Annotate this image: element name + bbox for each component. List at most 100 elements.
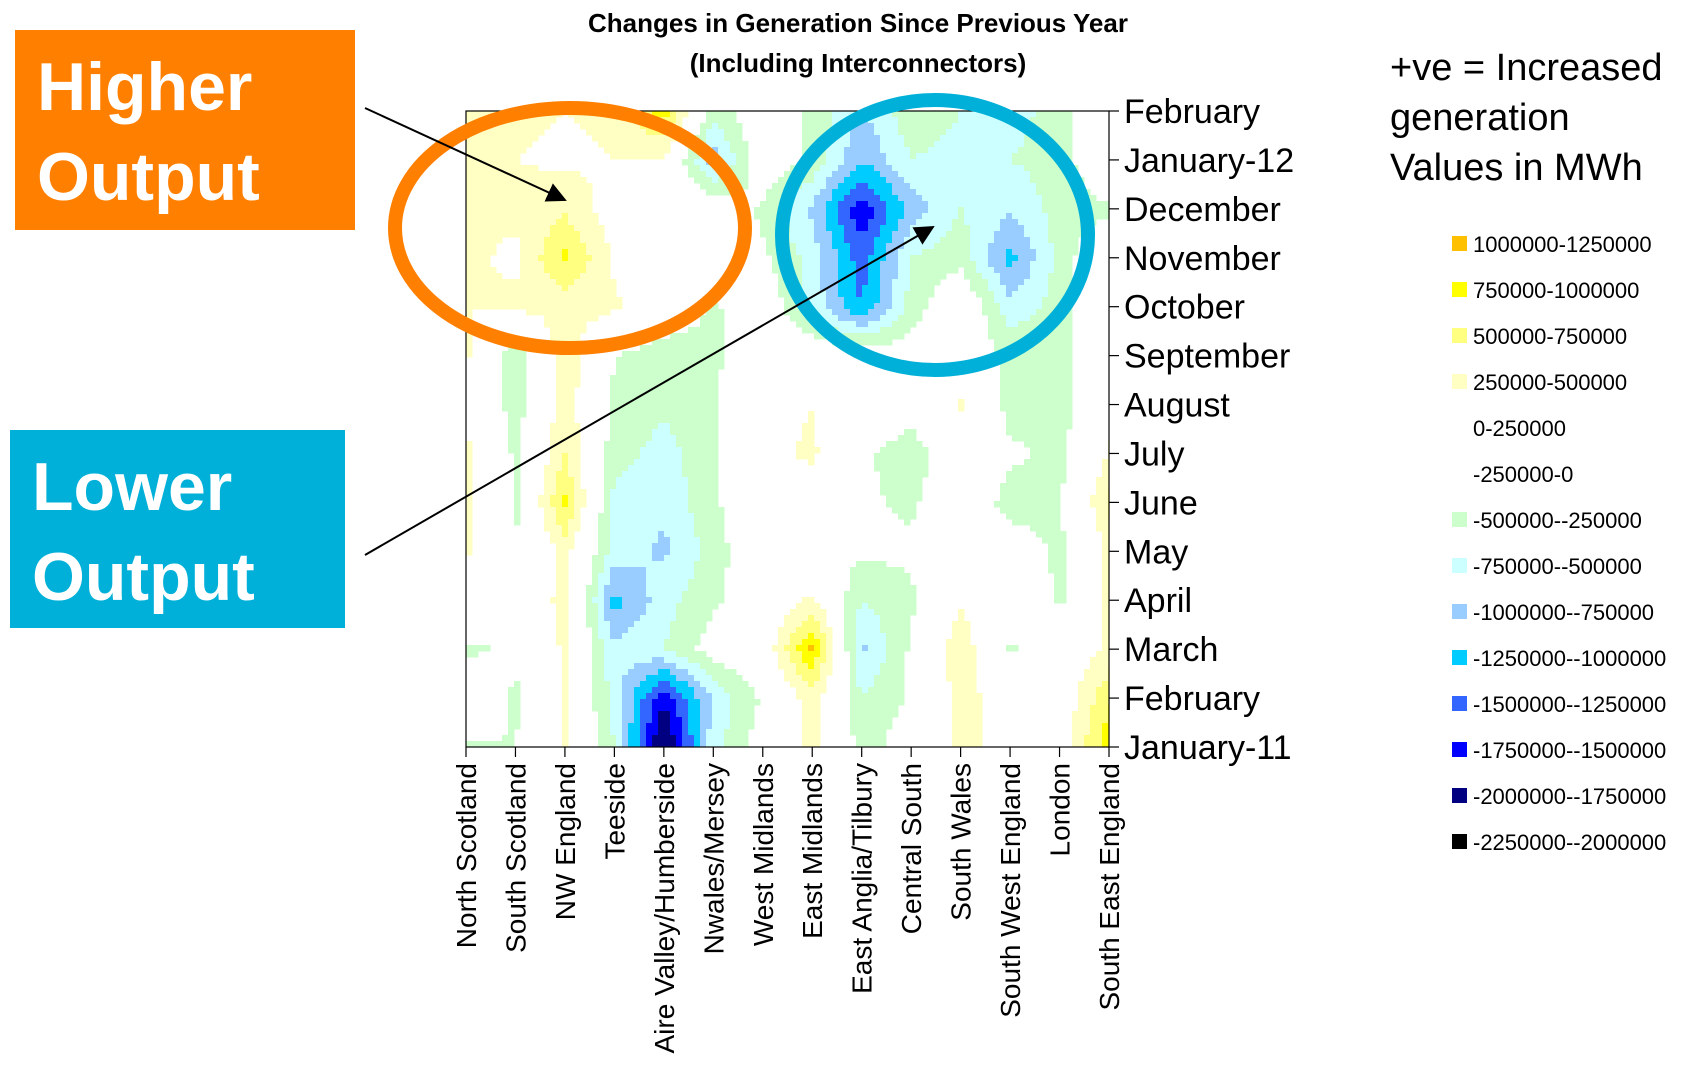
contour-cell [682,399,689,406]
contour-cell [976,735,983,742]
contour-cell [934,159,941,166]
contour-cell [886,603,893,610]
contour-cell [862,699,869,706]
contour-cell [670,489,677,496]
contour-cell [868,711,875,718]
contour-cell [640,699,647,706]
contour-cell [958,261,965,268]
contour-cell [670,483,677,490]
contour-cell [880,255,887,262]
contour-cell [502,357,509,364]
contour-cell [826,249,833,256]
contour-cell [970,285,977,292]
contour-cell [622,687,629,694]
contour-cell [664,507,671,514]
contour-cell [634,717,641,724]
contour-cell [676,537,683,544]
contour-cell [544,273,551,280]
contour-cell [556,429,563,436]
contour-cell [670,369,677,376]
contour-cell [670,633,677,640]
contour-cell [640,531,647,538]
contour-cell [532,117,539,124]
contour-cell [580,123,587,130]
contour-cell [664,591,671,598]
contour-cell [886,669,893,676]
contour-cell [628,549,635,556]
contour-cell [874,123,881,130]
contour-cell [808,441,815,448]
contour-cell [1030,285,1037,292]
contour-cell [868,117,875,124]
contour-cell [1018,243,1025,250]
contour-cell [976,159,983,166]
contour-cell [886,111,893,118]
contour-cell [472,201,479,208]
contour-cell [826,189,833,196]
contour-cell [514,501,521,508]
contour-cell [718,153,725,160]
contour-cell [670,405,677,412]
contour-cell [820,189,827,196]
contour-cell [622,537,629,544]
contour-cell [1024,513,1031,520]
contour-cell [814,645,821,652]
contour-cell [850,285,857,292]
contour-cell [490,279,497,286]
contour-cell [658,567,665,574]
contour-cell [862,135,869,142]
contour-cell [922,267,929,274]
contour-cell [640,483,647,490]
contour-cell [958,735,965,742]
contour-cell [880,249,887,256]
contour-cell [814,303,821,310]
contour-cell [850,267,857,274]
contour-cell [670,393,677,400]
contour-cell [514,387,521,394]
contour-cell [562,375,569,382]
contour-cell [964,681,971,688]
contour-cell [520,303,527,310]
contour-cell [814,627,821,634]
contour-cell [616,483,623,490]
contour-cell [508,123,515,130]
contour-cell [904,177,911,184]
contour-cell [598,309,605,316]
contour-cell [682,525,689,532]
contour-cell [658,363,665,370]
contour-cell [796,255,803,262]
contour-cell [700,573,707,580]
contour-cell [1030,249,1037,256]
contour-cell [634,435,641,442]
contour-cell [778,183,785,190]
contour-cell [538,297,545,304]
contour-cell [556,627,563,634]
contour-cell [922,183,929,190]
contour-cell [616,489,623,496]
contour-cell [988,279,995,286]
contour-cell [886,279,893,286]
contour-cell [466,165,473,172]
contour-cell [688,333,695,340]
contour-cell [664,117,671,124]
contour-cell [670,399,677,406]
contour-cell [700,603,707,610]
contour-cell [604,135,611,142]
contour-cell [802,231,809,238]
contour-cell [550,489,557,496]
contour-cell [838,255,845,262]
contour-cell [796,663,803,670]
contour-cell [610,663,617,670]
contour-cell [532,171,539,178]
contour-cell [562,465,569,472]
contour-cell [862,291,869,298]
contour-cell [676,591,683,598]
contour-cell [682,339,689,346]
contour-cell [670,729,677,736]
contour-cell [856,153,863,160]
contour-cell [466,333,473,340]
contour-cell [712,669,719,676]
contour-cell [610,537,617,544]
contour-cell [718,357,725,364]
contour-cell [622,561,629,568]
